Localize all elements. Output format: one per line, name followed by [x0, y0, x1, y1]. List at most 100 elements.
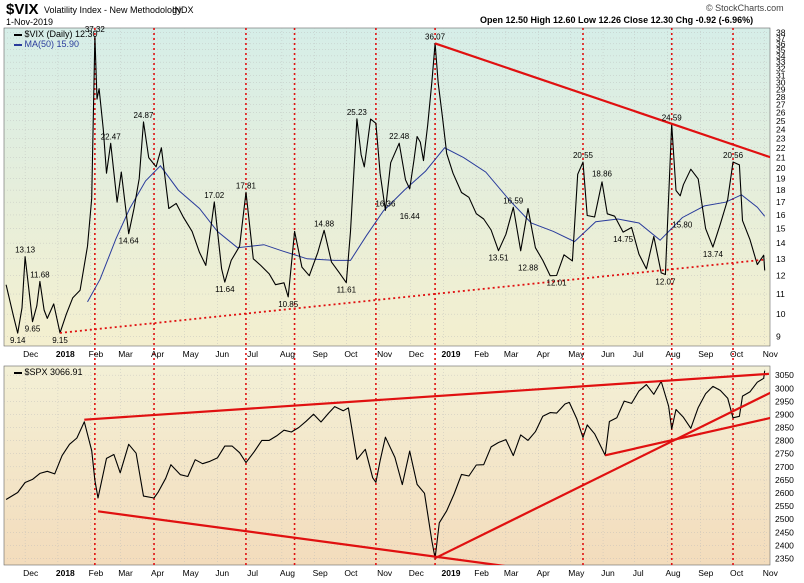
x-tick-label-bottom: Apr [151, 568, 164, 578]
vix-data-label: 13.51 [488, 254, 509, 263]
y-tick-label-top: 37 [776, 33, 786, 43]
x-tick-label-top: Jun [215, 349, 229, 359]
y-tick-label-top: 20 [776, 163, 786, 173]
x-tick-label-bottom: Mar [118, 568, 133, 578]
x-tick-label-bottom: May [568, 568, 585, 578]
y-tick-label-top: 9 [776, 331, 781, 341]
x-tick-label-bottom: Oct [344, 568, 358, 578]
spx-legend: $SPX 3066.91 [14, 367, 83, 377]
vix-data-label: 10.85 [278, 300, 299, 309]
y-tick-label-top: 33 [776, 57, 786, 67]
x-tick-label-top: Jul [247, 349, 258, 359]
y-tick-label-bottom: 2550 [775, 501, 794, 511]
x-tick-label-top: Aug [280, 349, 295, 359]
x-tick-label-bottom: Feb [474, 568, 489, 578]
y-tick-label-bottom: 2800 [775, 436, 794, 446]
vix-data-label: 17.02 [204, 191, 225, 200]
vix-data-label: 14.75 [613, 235, 634, 244]
vix-data-label: 12.01 [547, 279, 568, 288]
x-tick-label-top: Sep [313, 349, 328, 359]
vix-data-label: 16.36 [375, 199, 396, 208]
y-tick-label-top: 19 [776, 174, 786, 184]
y-tick-label-top: 35 [776, 45, 786, 55]
legend-label-price: $VIX (Daily) 12.30 [24, 29, 98, 39]
y-tick-label-top: 27 [776, 100, 786, 110]
y-tick-label-top: 12 [776, 271, 786, 281]
legend-label-spx: $SPX 3066.91 [24, 367, 83, 377]
y-tick-label-bottom: 2400 [775, 540, 794, 550]
x-tick-label-top: Nov [763, 349, 779, 359]
x-tick-label-top: Oct [344, 349, 358, 359]
spx-trendline [84, 372, 770, 421]
y-tick-label-top: 10 [776, 309, 786, 319]
y-tick-label-bottom: 2700 [775, 462, 794, 472]
x-tick-label-top: Aug [666, 349, 681, 359]
x-tick-label-top: 2019 [442, 349, 461, 359]
vix-trendline [434, 42, 770, 159]
vix-data-label: 37.32 [85, 25, 106, 34]
x-tick-label-bottom: Jul [247, 568, 258, 578]
y-tick-label-top: 16 [776, 210, 786, 220]
x-tick-label-bottom: 2019 [442, 568, 461, 578]
x-tick-label-bottom: Jun [601, 568, 615, 578]
spx-trendline [604, 416, 770, 457]
header-symbol: $VIX [6, 1, 39, 18]
y-tick-label-top: 36 [776, 39, 786, 49]
x-tick-label-top: Jun [601, 349, 615, 359]
vix-data-label: 11.64 [215, 285, 235, 294]
x-tick-label-top: 2018 [56, 349, 75, 359]
x-tick-label-top: Apr [537, 349, 550, 359]
vix-data-label: 20.56 [723, 151, 744, 160]
y-tick-label-top: 38 [776, 27, 786, 37]
x-tick-label-bottom: Aug [280, 568, 295, 578]
x-tick-label-top: Feb [474, 349, 489, 359]
y-tick-label-bottom: 2650 [775, 475, 794, 485]
y-tick-label-top: 13 [776, 254, 786, 264]
y-tick-label-bottom: 3000 [775, 383, 794, 393]
x-tick-label-bottom: Aug [666, 568, 681, 578]
vix-data-label: 13.13 [15, 246, 36, 255]
y-tick-label-top: 25 [776, 116, 786, 126]
y-tick-label-top: 21 [776, 153, 786, 163]
x-tick-label-bottom: Mar [504, 568, 519, 578]
vix-data-label: 14.64 [119, 237, 140, 246]
x-tick-label-top: Sep [698, 349, 713, 359]
x-tick-label-top: Mar [504, 349, 519, 359]
x-tick-label-top: Apr [151, 349, 164, 359]
vix-data-label: 14.88 [314, 219, 335, 228]
header-quote: Open 12.50 High 12.60 Low 12.26 Close 12… [480, 15, 754, 25]
y-tick-label-top: 34 [776, 51, 786, 61]
vix-data-label: 16.44 [400, 212, 421, 221]
vix-data-label: 17.81 [236, 181, 257, 190]
vix-data-label: 15.80 [672, 221, 693, 230]
x-tick-label-top: May [183, 349, 200, 359]
legend-swatch-spx [14, 371, 22, 374]
spx-trendline [434, 391, 770, 560]
y-tick-label-top: 23 [776, 133, 786, 143]
y-tick-label-bottom: 2500 [775, 514, 794, 524]
x-tick-label-bottom: Dec [23, 568, 39, 578]
x-tick-label-bottom: Jun [215, 568, 229, 578]
y-tick-label-top: 31 [776, 70, 786, 80]
vix-data-label: 11.61 [337, 286, 357, 295]
top-panel-bg [3, 27, 771, 347]
header-exchange: INDX [172, 5, 194, 15]
x-tick-label-bottom: Nov [763, 568, 779, 578]
vix-data-label: 12.07 [655, 277, 676, 286]
x-tick-label-bottom: 2018 [56, 568, 75, 578]
x-tick-label-top: Jul [633, 349, 644, 359]
legend-label-ma: MA(50) 15.90 [24, 39, 80, 49]
x-tick-label-bottom: Feb [89, 568, 104, 578]
vix-data-label: 22.47 [101, 132, 122, 141]
spx-price-line [5, 370, 766, 559]
y-tick-label-bottom: 2900 [775, 409, 794, 419]
vix-price-line [5, 35, 766, 334]
x-tick-label-bottom: Jul [633, 568, 644, 578]
y-tick-label-top: 32 [776, 64, 786, 74]
vix-legend-ma: MA(50) 15.90 [14, 39, 79, 49]
y-tick-label-top: 26 [776, 107, 786, 117]
header-source: © StockCharts.com [706, 3, 784, 13]
y-tick-label-bottom: 2750 [775, 449, 794, 459]
